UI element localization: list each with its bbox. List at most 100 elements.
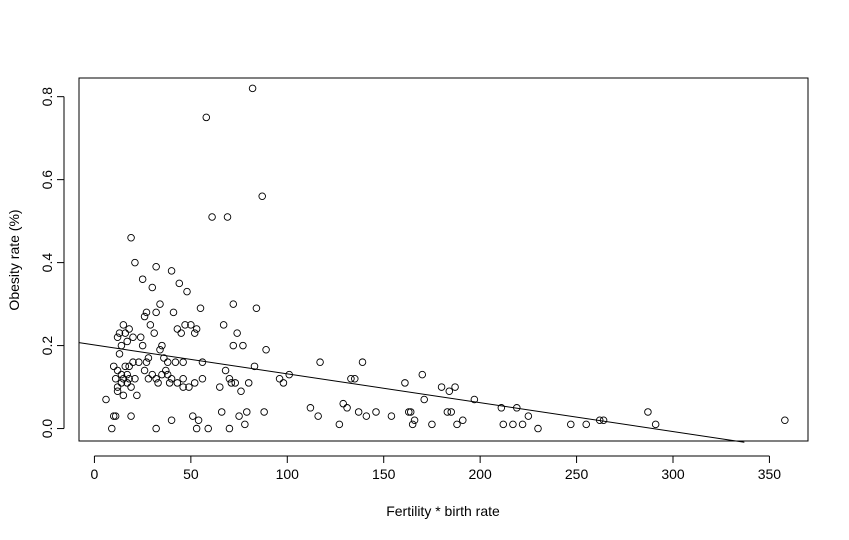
data-point: [358, 358, 367, 366]
data-point: [111, 412, 120, 420]
data-point: [447, 408, 455, 416]
data-point: [223, 213, 232, 221]
data-point: [217, 408, 226, 416]
data-point: [111, 375, 120, 383]
data-point: [343, 404, 351, 412]
data-point: [117, 379, 126, 387]
data-point: [219, 321, 228, 329]
data-point: [173, 325, 182, 333]
data-point: [160, 354, 168, 362]
data-point: [179, 375, 187, 383]
data-point: [163, 358, 172, 366]
data-point: [142, 358, 151, 366]
data-point: [227, 379, 236, 387]
data-point: [362, 412, 371, 420]
x-tick-label: 200: [468, 466, 492, 482]
data-point: [339, 399, 347, 408]
x-tick-label: 150: [372, 466, 396, 482]
data-point: [443, 408, 452, 416]
data-point: [152, 263, 160, 271]
data-point: [190, 379, 199, 387]
data-point: [499, 420, 508, 429]
data-point: [179, 358, 187, 366]
data-point: [406, 408, 415, 416]
data-point: [117, 370, 126, 379]
x-axis: 0 50 100 150 200 250 300 350: [91, 455, 781, 482]
data-point: [204, 424, 212, 433]
data-point: [401, 379, 409, 387]
data-point: [190, 329, 199, 337]
data-point: [152, 375, 160, 383]
data-point: [119, 321, 128, 329]
data-point: [248, 84, 257, 93]
data-point: [162, 366, 170, 375]
data-point: [152, 424, 160, 433]
data-point: [470, 395, 479, 404]
data-point: [644, 408, 652, 416]
data-point: [133, 391, 141, 400]
data-point: [125, 325, 133, 333]
data-point: [194, 416, 203, 425]
data-point: [202, 113, 211, 122]
data-point: [781, 416, 789, 425]
data-point: [189, 412, 197, 420]
data-point: [146, 321, 155, 329]
data-point: [244, 379, 253, 387]
data-point: [198, 358, 207, 366]
data-point: [445, 387, 454, 395]
data-point: [410, 416, 419, 425]
data-point: [314, 412, 322, 420]
data-point: [113, 366, 122, 375]
data-point: [183, 287, 191, 296]
y-tick-label: 0.2: [39, 336, 55, 356]
data-point: [262, 345, 270, 354]
data-point: [156, 300, 164, 308]
data-point: [152, 308, 160, 317]
data-point: [113, 387, 122, 395]
data-point: [497, 404, 506, 412]
data-point: [158, 370, 166, 379]
data-point: [129, 358, 137, 366]
data-point: [131, 375, 139, 383]
data-point: [187, 321, 195, 329]
data-point: [148, 370, 157, 379]
data-point: [127, 412, 135, 420]
data-point: [156, 345, 164, 354]
data-point: [243, 408, 251, 416]
data-point: [513, 404, 521, 412]
data-point: [196, 304, 205, 312]
x-tick-label: 100: [276, 466, 300, 482]
data-point: [109, 362, 118, 371]
y-tick-label: 0.6: [39, 170, 55, 190]
data-point: [599, 416, 608, 425]
data-point: [221, 366, 230, 375]
data-point: [123, 370, 131, 379]
data-point: [167, 267, 176, 275]
data-point: [306, 404, 315, 412]
regression-line: [78, 342, 745, 443]
data-point: [108, 424, 116, 433]
data-point: [208, 213, 216, 221]
data-point: [138, 275, 147, 283]
data-point: [231, 379, 239, 387]
data-point: [387, 412, 396, 420]
data-point: [192, 325, 201, 333]
data-point: [127, 383, 135, 391]
data-point: [229, 341, 238, 350]
x-tick-label: 250: [565, 466, 589, 482]
data-point: [275, 375, 284, 383]
data-point: [144, 354, 153, 362]
data-point: [582, 420, 590, 429]
data-point: [351, 375, 359, 383]
data-point: [237, 387, 245, 395]
data-point: [171, 358, 180, 366]
data-point: [229, 300, 238, 308]
data-point: [113, 383, 122, 391]
data-point: [408, 420, 417, 429]
data-point: [354, 408, 363, 416]
data-point: [131, 258, 139, 267]
data-point: [198, 375, 207, 383]
data-point: [239, 341, 247, 350]
x-tick-label: 300: [661, 466, 685, 482]
